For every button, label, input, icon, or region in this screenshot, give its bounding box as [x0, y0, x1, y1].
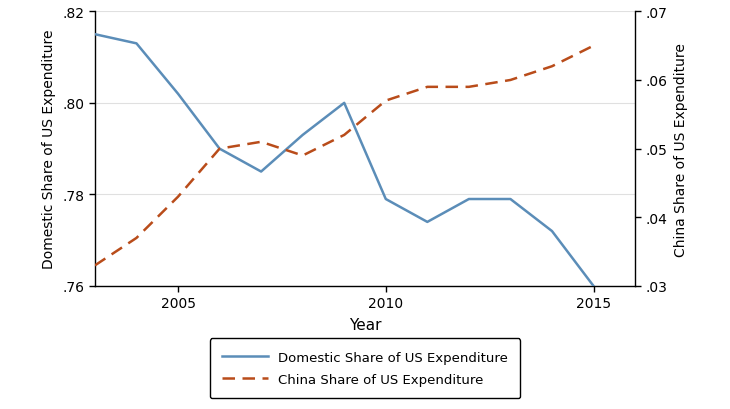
China Share of US Expenditure: [215, 147, 224, 152]
Domestic Share of US Expenditure: [91, 33, 99, 38]
X-axis label: Year: Year: [349, 317, 381, 333]
Domestic Share of US Expenditure: [132, 42, 141, 47]
China Share of US Expenditure: [464, 85, 473, 90]
Domestic Share of US Expenditure: [589, 284, 598, 289]
Line: China Share of US Expenditure: China Share of US Expenditure: [95, 47, 593, 266]
Domestic Share of US Expenditure: [257, 170, 266, 175]
Domestic Share of US Expenditure: [340, 101, 349, 106]
China Share of US Expenditure: [423, 85, 431, 90]
Domestic Share of US Expenditure: [506, 197, 515, 202]
China Share of US Expenditure: [548, 65, 556, 70]
Domestic Share of US Expenditure: [215, 147, 224, 152]
Domestic Share of US Expenditure: [381, 197, 390, 202]
China Share of US Expenditure: [132, 236, 141, 241]
Legend: Domestic Share of US Expenditure, China Share of US Expenditure: Domestic Share of US Expenditure, China …: [210, 338, 520, 398]
China Share of US Expenditure: [589, 44, 598, 49]
China Share of US Expenditure: [174, 195, 182, 200]
China Share of US Expenditure: [340, 133, 349, 138]
Line: Domestic Share of US Expenditure: Domestic Share of US Expenditure: [95, 35, 593, 286]
Domestic Share of US Expenditure: [174, 92, 182, 97]
Domestic Share of US Expenditure: [299, 133, 307, 138]
Domestic Share of US Expenditure: [548, 229, 556, 234]
Domestic Share of US Expenditure: [464, 197, 473, 202]
China Share of US Expenditure: [257, 140, 266, 145]
Y-axis label: Domestic Share of US Expenditure: Domestic Share of US Expenditure: [42, 30, 55, 269]
Domestic Share of US Expenditure: [423, 220, 431, 225]
Y-axis label: China Share of US Expenditure: China Share of US Expenditure: [675, 43, 688, 256]
China Share of US Expenditure: [381, 99, 390, 104]
China Share of US Expenditure: [91, 263, 99, 268]
China Share of US Expenditure: [299, 154, 307, 159]
China Share of US Expenditure: [506, 79, 515, 83]
